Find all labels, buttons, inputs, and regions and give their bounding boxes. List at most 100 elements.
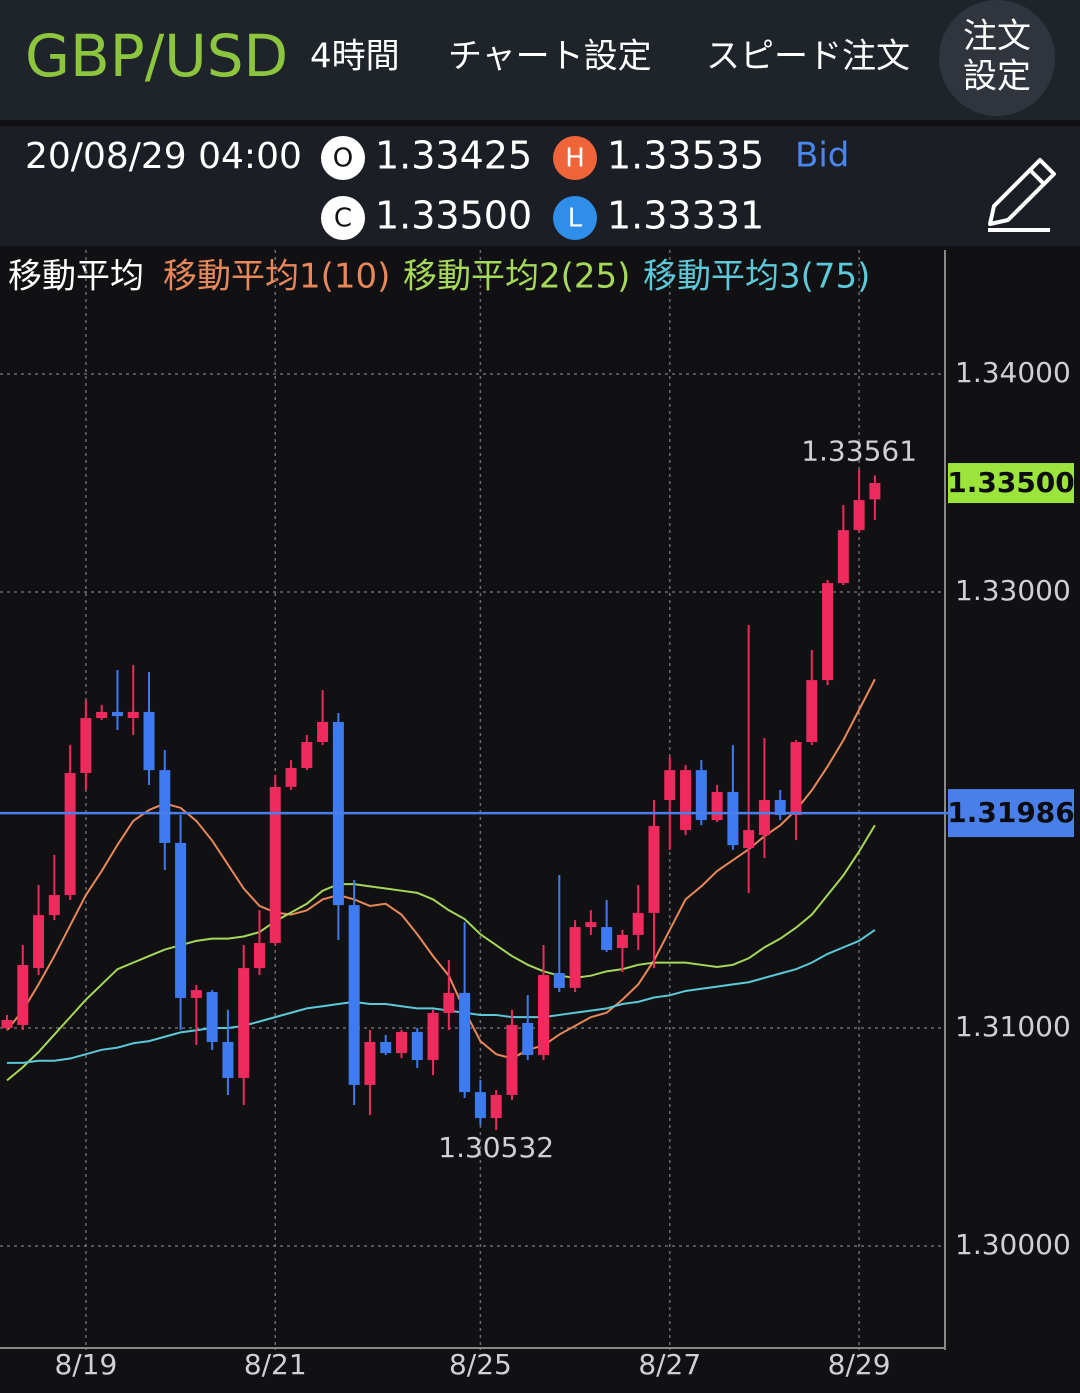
candle-body xyxy=(238,968,250,1078)
open-badge xyxy=(321,136,365,180)
candle-body xyxy=(96,711,108,719)
candle-body xyxy=(253,943,265,969)
y-tick-label: 1.30000 xyxy=(955,1228,1071,1261)
candle-body xyxy=(285,767,297,787)
candle-body xyxy=(869,483,881,500)
legend-entry: 移動平均3(75) xyxy=(643,257,870,297)
bid-label: Bid xyxy=(795,136,849,176)
candle-body xyxy=(48,895,60,916)
candle-body xyxy=(222,1041,234,1078)
order-settings-button[interactable] xyxy=(939,0,1055,116)
candle-body xyxy=(743,830,755,848)
candle-body xyxy=(648,825,660,913)
candle-body xyxy=(664,770,676,800)
moving-average-line xyxy=(6,824,876,1082)
candle-body xyxy=(585,922,597,928)
order-settings-line[interactable]: 設定 xyxy=(963,57,1031,97)
candle-body xyxy=(301,742,313,768)
candle-body xyxy=(33,915,45,969)
x-tick-label: 8/25 xyxy=(449,1348,512,1381)
candle-body xyxy=(522,1023,534,1056)
candle-body xyxy=(190,990,202,998)
low-annotation: 1.30532 xyxy=(438,1131,554,1164)
open-label: O xyxy=(333,144,353,174)
legend-title: 移動平均 xyxy=(8,257,144,297)
close-label: C xyxy=(334,204,352,234)
candle-body xyxy=(1,1019,13,1029)
x-tick-label: 8/29 xyxy=(828,1348,891,1381)
candle-body xyxy=(364,1041,376,1085)
candle-body xyxy=(569,927,581,988)
candle-body xyxy=(774,800,786,816)
candle-body xyxy=(80,718,92,773)
last-price-tag xyxy=(948,463,1074,504)
candle-body xyxy=(427,1012,439,1061)
candle-body xyxy=(175,842,187,998)
candle-body xyxy=(348,905,360,1085)
candle-body xyxy=(790,742,802,816)
quote-bar xyxy=(0,126,1080,246)
chart: 移動平均 移動平均1(10) 移動平均2(25) 移動平均3(75) 1.34000 1.… xyxy=(0,250,1075,1381)
symbol[interactable]: GBP/USD xyxy=(25,22,288,90)
candle-body xyxy=(443,992,455,1013)
legend-entry: 移動平均1(10) xyxy=(163,257,390,297)
candle-body xyxy=(111,711,123,717)
quote-time: 20/08/29 04:00 xyxy=(25,136,302,177)
price-line-label: 1.31986 xyxy=(947,796,1075,829)
order-settings-line[interactable]: 注文 xyxy=(963,17,1031,57)
low-label: L xyxy=(568,204,583,234)
x-tick-label: 8/27 xyxy=(638,1348,701,1381)
candle-body xyxy=(17,965,29,1025)
candle-body xyxy=(758,800,770,836)
high-badge xyxy=(553,136,597,180)
candle-body xyxy=(727,791,739,846)
candle-body xyxy=(206,992,218,1042)
high-annotation: 1.33561 xyxy=(801,435,917,468)
high-value: 1.33535 xyxy=(607,134,764,178)
edit-icon[interactable] xyxy=(988,158,1056,232)
candle-body xyxy=(695,770,707,821)
candle-body xyxy=(632,912,644,935)
candle-body xyxy=(380,1041,392,1054)
open-value: 1.33425 xyxy=(375,134,532,178)
low-badge xyxy=(553,196,597,240)
y-tick-label: 1.33000 xyxy=(955,574,1071,607)
candle-body xyxy=(553,973,565,988)
candle-body xyxy=(459,992,471,1093)
candle-body xyxy=(506,1024,518,1095)
candle-body xyxy=(474,1092,486,1119)
price-line-tag xyxy=(948,789,1074,838)
candle-body xyxy=(538,975,550,1056)
candle-body xyxy=(159,770,171,843)
moving-average-line xyxy=(6,678,876,1060)
candle-body xyxy=(317,721,329,743)
timeframe[interactable]: 4時間 xyxy=(310,37,400,77)
high-label: H xyxy=(565,144,585,174)
candle-body xyxy=(127,711,139,719)
speed-order[interactable]: スピード注文 xyxy=(706,37,910,77)
header-bar xyxy=(0,0,1080,120)
y-tick-label: 1.34000 xyxy=(955,356,1071,389)
close-badge xyxy=(321,196,365,240)
candle-body xyxy=(143,711,155,771)
candle-body xyxy=(411,1031,423,1061)
candle-body xyxy=(822,583,834,681)
candle-body xyxy=(837,530,849,584)
x-tick-label: 8/19 xyxy=(54,1348,117,1381)
candle-body xyxy=(64,772,76,896)
candle-body xyxy=(853,500,865,531)
low-value: 1.33331 xyxy=(607,194,764,238)
candle-body xyxy=(680,770,692,831)
close-value: 1.33500 xyxy=(375,194,532,238)
chart-settings[interactable]: チャート設定 xyxy=(448,37,652,77)
legend-entry: 移動平均2(25) xyxy=(403,257,630,297)
candle-body xyxy=(490,1094,502,1119)
x-tick-label: 8/21 xyxy=(244,1348,307,1381)
y-tick-label: 1.31000 xyxy=(955,1010,1071,1043)
candle-body xyxy=(601,927,613,950)
moving-average-line xyxy=(7,929,876,1064)
candle-body xyxy=(806,680,818,743)
candle-body xyxy=(711,791,723,821)
